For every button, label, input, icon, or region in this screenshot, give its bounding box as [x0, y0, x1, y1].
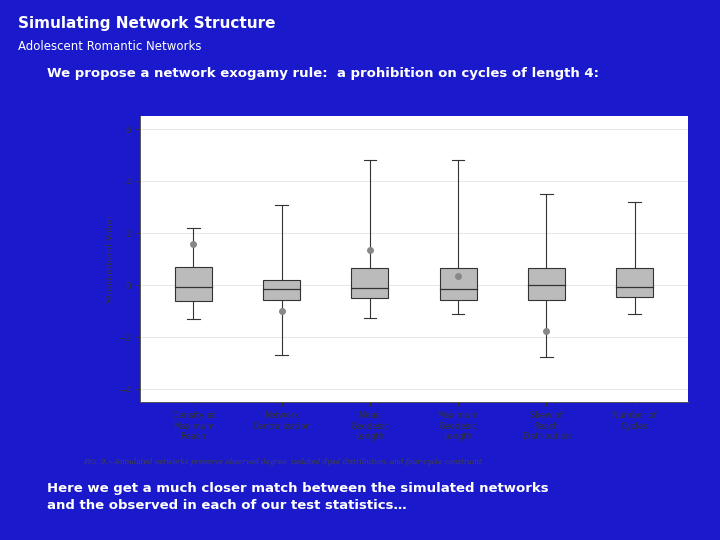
Bar: [263, 280, 300, 300]
Text: Simulating Network Structure: Simulating Network Structure: [18, 16, 276, 31]
Y-axis label: Standardized Value: Standardized Value: [107, 215, 115, 303]
Bar: [528, 268, 565, 300]
Bar: [175, 267, 212, 301]
Bar: [440, 268, 477, 300]
Bar: [616, 268, 653, 297]
Bar: [351, 268, 388, 298]
Text: FIG. 9.—Simulated networks preserve observed degree, isolated dyad distribution,: FIG. 9.—Simulated networks preserve obse…: [83, 458, 482, 466]
Text: We propose a network exogamy rule:  a prohibition on cycles of length 4:: We propose a network exogamy rule: a pro…: [47, 68, 599, 80]
Text: Here we get a much closer match between the simulated networks
and the observed : Here we get a much closer match between …: [47, 482, 549, 512]
Text: Adolescent Romantic Networks: Adolescent Romantic Networks: [18, 40, 202, 53]
